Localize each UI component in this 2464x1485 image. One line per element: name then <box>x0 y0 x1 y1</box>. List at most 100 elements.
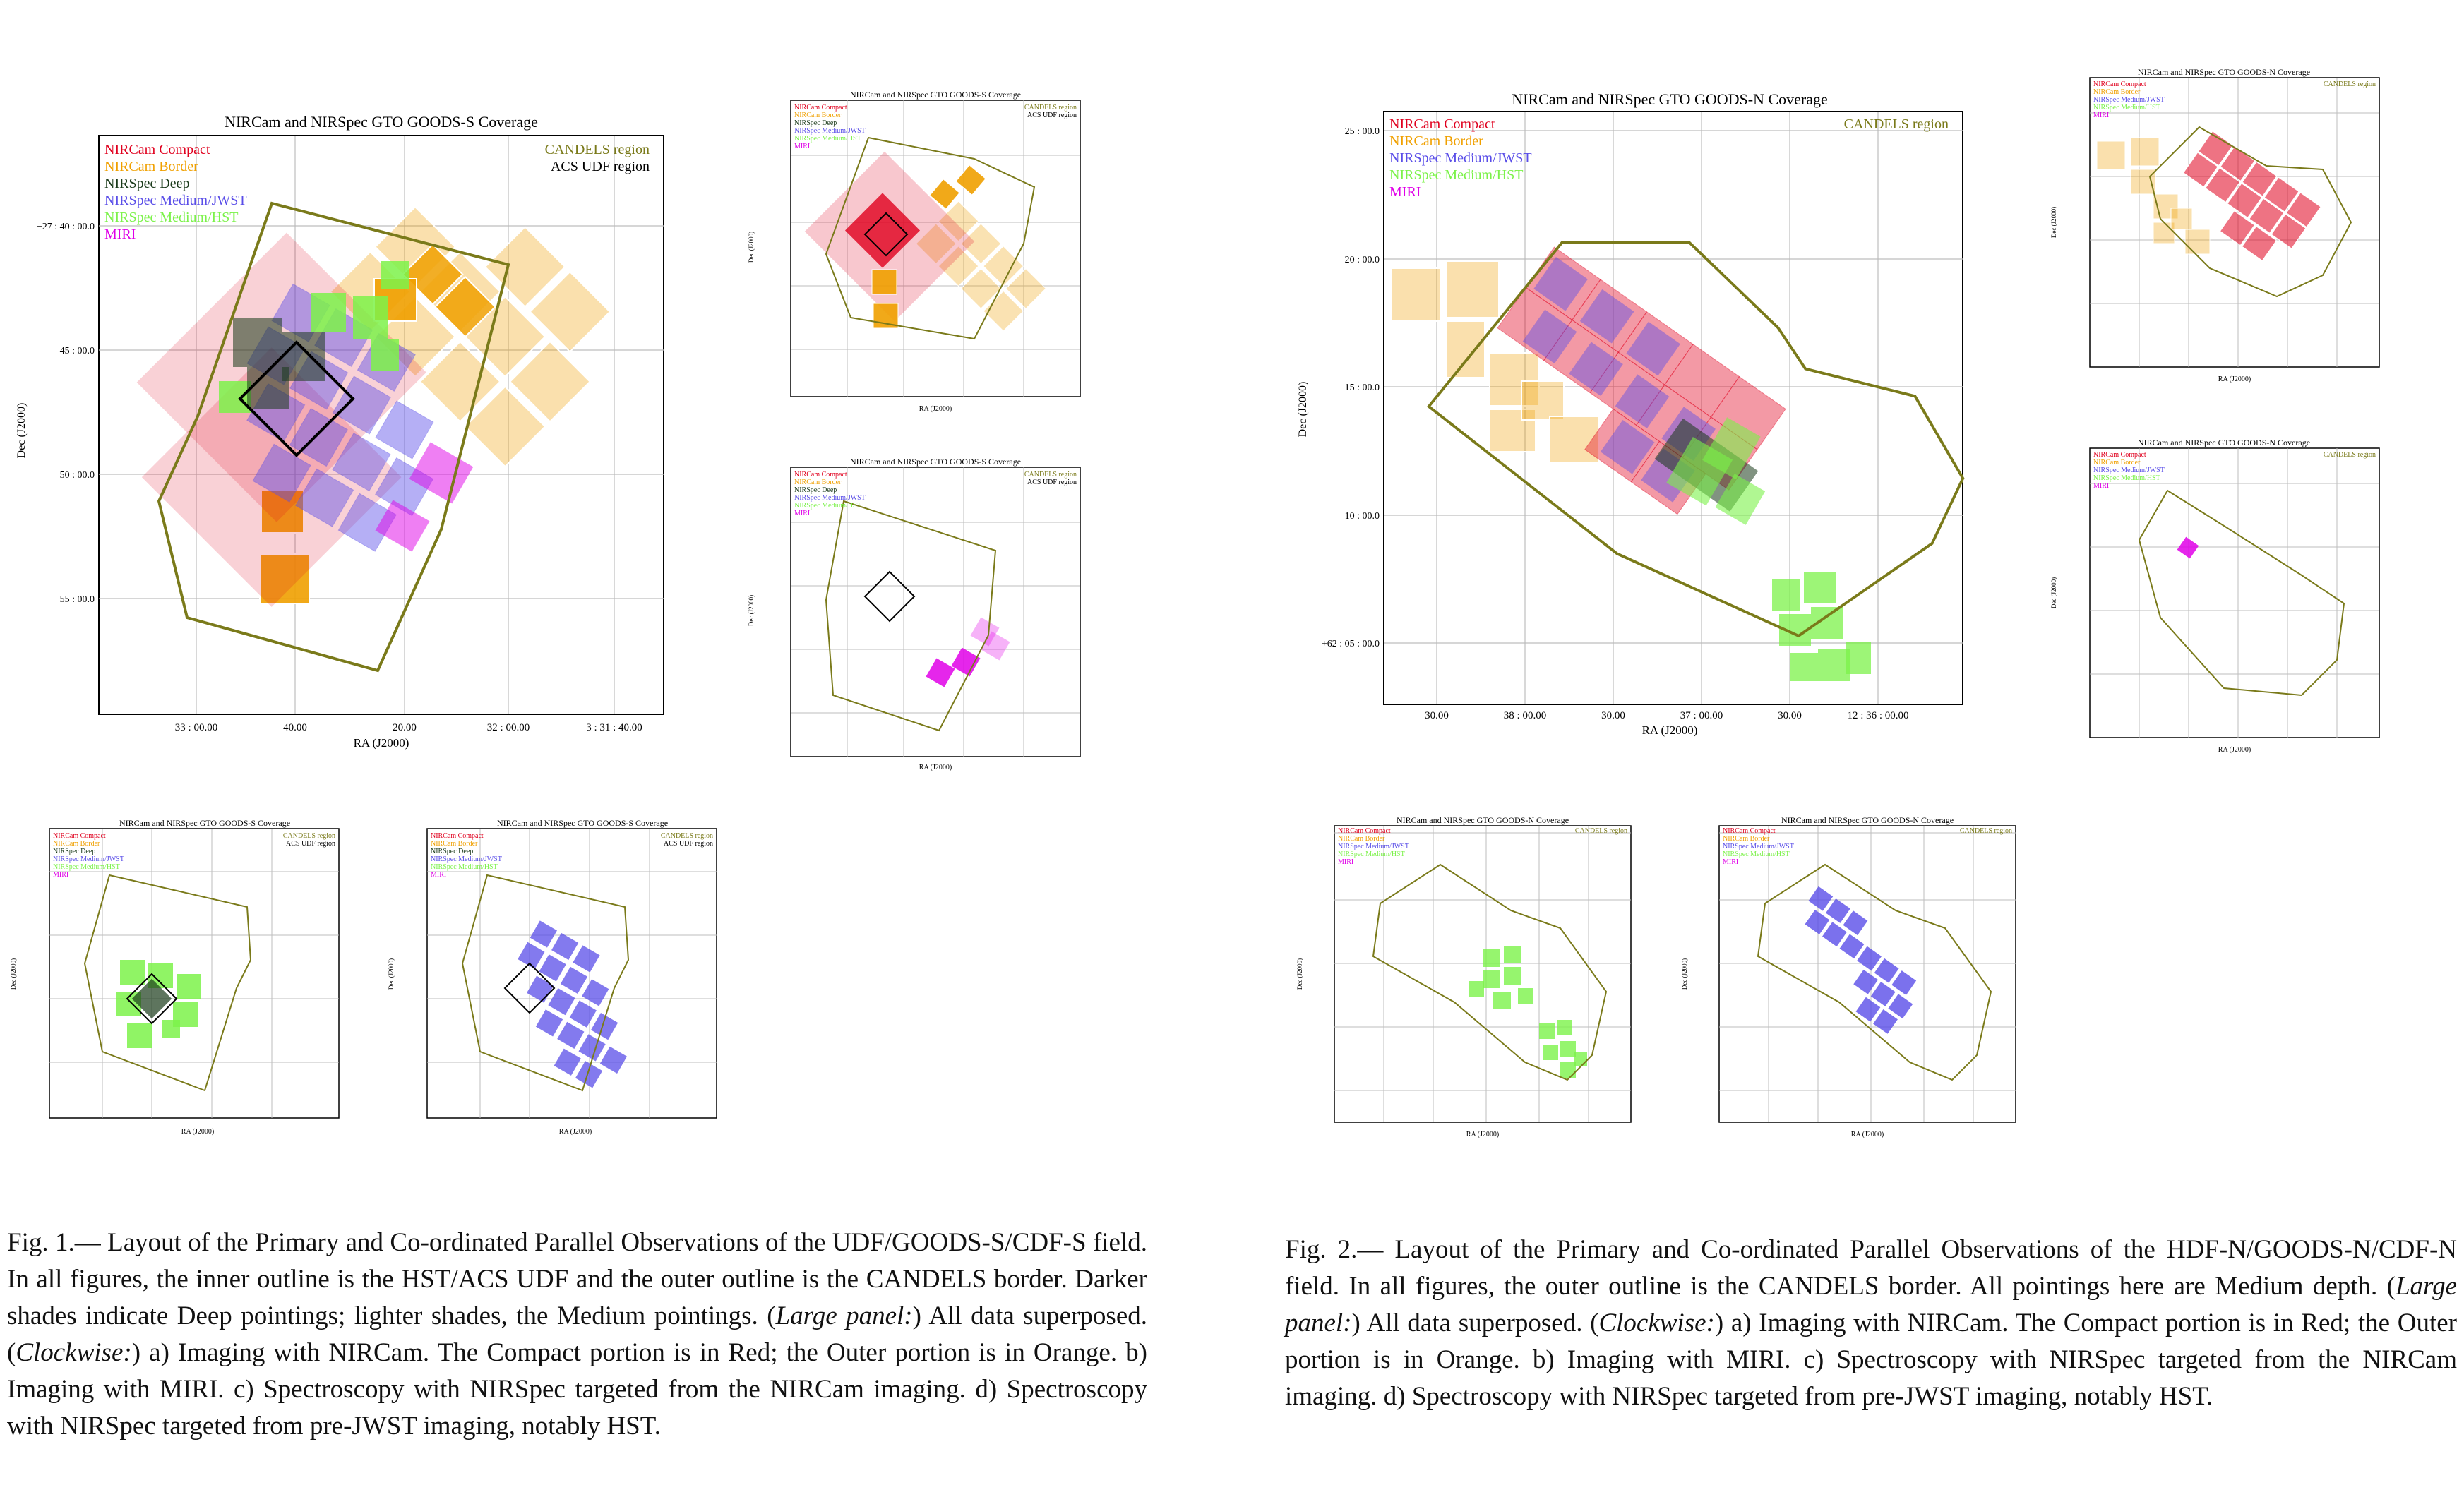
legend-item: NIRSpec Deep <box>53 848 95 855</box>
caption-emphasis: Clockwise: <box>1598 1309 1715 1337</box>
y-tick: 25 : 00.0 <box>1345 126 1380 137</box>
legend-item: CANDELS region <box>1960 827 2012 835</box>
legend-item: ACS UDF region <box>551 159 650 174</box>
figure-2-panel-a: NIRCam and NIRSpec GTO GOODS-N Coverage … <box>2050 67 2380 383</box>
panel-title: NIRCam and NIRSpec GTO GOODS-N Coverage <box>1512 90 1827 108</box>
legend-item: NIRSpec Deep <box>794 119 837 127</box>
legend-item: NIRCam Compact <box>104 142 210 157</box>
legend-item: NIRSpec Medium/JWST <box>794 127 866 135</box>
panel-title: NIRCam and NIRSpec GTO GOODS-S Coverage <box>119 818 290 828</box>
legend-item: NIRCam Compact <box>2093 80 2146 88</box>
legend-item: NIRCam Compact <box>431 832 484 840</box>
figure-1-main-panel: NIRCam and NIRSpec GTO GOODS-S Coverage … <box>16 113 664 750</box>
caption-text: Fig. 2.— Layout of the Primary and Co-or… <box>1285 1235 2457 1301</box>
legend-item: NIRSpec Medium/HST <box>1389 167 1523 183</box>
legend-item: CANDELS region <box>283 832 335 840</box>
legend-item: NIRSpec Medium/HST <box>431 863 498 871</box>
panel-title: NIRCam and NIRSpec GTO GOODS-S Coverage <box>225 113 538 131</box>
legend-item: NIRCam Compact <box>53 832 106 840</box>
x-axis-label: RA (J2000) <box>1642 723 1698 737</box>
legend-item: NIRSpec Medium/HST <box>794 502 861 510</box>
legend-item: NIRCam Border <box>1723 835 1770 843</box>
x-tick: 33 : 00.00 <box>175 722 217 733</box>
legend-item: ACS UDF region <box>664 840 713 848</box>
legend-item: NIRCam Compact <box>2093 451 2146 459</box>
legend-item: NIRSpec Medium/JWST <box>794 494 866 502</box>
candels-outline <box>157 201 510 673</box>
caption-text: Fig. 1.— Layout of the Primary and Co-or… <box>7 1228 1147 1330</box>
legend-item: NIRCam Border <box>2093 459 2141 467</box>
y-axis-label: Dec (J2000) <box>748 232 755 263</box>
legend-item: CANDELS region <box>1844 116 1949 132</box>
legend-item: NIRCam Border <box>104 159 198 174</box>
x-axis-label: RA (J2000) <box>354 736 409 750</box>
x-axis-label: RA (J2000) <box>919 405 952 413</box>
udf-outline <box>238 340 355 457</box>
legend-item: CANDELS region <box>545 142 650 157</box>
x-tick: 30.00 <box>1601 710 1625 721</box>
y-tick-labels: −27 : 40 : 00.0 45 : 00.0 50 : 00.0 55 :… <box>37 222 95 605</box>
legend-item: NIRSpec Medium/HST <box>1338 850 1405 858</box>
candels-outline <box>1426 241 1965 638</box>
x-tick: 40.00 <box>283 722 307 733</box>
x-tick: 38 : 00.00 <box>1504 710 1546 721</box>
y-axis-label: Dec (J2000) <box>1681 958 1688 990</box>
legend: NIRCam Compact NIRCam Border NIRSpec Dee… <box>104 142 650 242</box>
legend-item: MIRI <box>431 871 446 879</box>
caption-emphasis: Large panel: <box>1285 1272 2457 1337</box>
legend-item: NIRSpec Medium/HST <box>794 135 861 143</box>
legend-item: ACS UDF region <box>1027 479 1077 486</box>
legend-item: NIRSpec Medium/HST <box>53 863 120 871</box>
plot-frame <box>1718 825 2016 1123</box>
legend-item: MIRI <box>1723 858 1738 866</box>
legend-item: NIRCam Border <box>53 840 100 848</box>
legend-item: MIRI <box>1338 858 1353 866</box>
y-axis-label: Dec (J2000) <box>16 403 28 459</box>
y-axis-label: Dec (J2000) <box>748 595 755 626</box>
y-tick: 20 : 00.0 <box>1345 255 1380 265</box>
legend-item: ACS UDF region <box>1027 112 1077 119</box>
x-tick: 37 : 00.00 <box>1680 710 1723 721</box>
legend-item: MIRI <box>104 227 136 242</box>
legend-item: NIRCam Compact <box>1389 116 1495 132</box>
y-axis-label: Dec (J2000) <box>388 958 395 990</box>
legend-item: NIRSpec Medium/JWST <box>2093 467 2165 474</box>
caption-emphasis: Clockwise: <box>16 1338 132 1367</box>
legend-item: NIRSpec Deep <box>104 176 190 191</box>
figure-2-panel-b: NIRCam and NIRSpec GTO GOODS-N Coverage … <box>2050 438 2380 754</box>
x-axis-label: RA (J2000) <box>559 1128 592 1136</box>
x-tick: 12 : 36 : 00.00 <box>1847 710 1908 721</box>
plot-frame <box>2089 447 2380 738</box>
x-tick: 20.00 <box>393 722 417 733</box>
x-axis-label: RA (J2000) <box>181 1128 214 1136</box>
caption-text: ) All data superposed. ( <box>7 1301 1147 1367</box>
caption-text: ) a) Imaging with NIRCam. The Compact po… <box>1285 1309 2457 1411</box>
legend-item: NIRCam Border <box>431 840 478 848</box>
x-axis-label: RA (J2000) <box>2218 375 2251 383</box>
caption-text: ) All data superposed. ( <box>1351 1309 1599 1337</box>
x-axis-label: RA (J2000) <box>1851 1131 1884 1138</box>
legend-item: NIRSpec Medium/HST <box>2093 474 2160 482</box>
legend-item: NIRCam Compact <box>794 471 847 479</box>
legend-item: NIRSpec Medium/JWST <box>53 855 124 863</box>
legend-item: CANDELS region <box>2324 80 2376 88</box>
pointings <box>136 201 611 673</box>
legend-item: NIRSpec Medium/HST <box>104 210 238 225</box>
panel-title: NIRCam and NIRSpec GTO GOODS-S Coverage <box>497 818 668 828</box>
panel-title: NIRCam and NIRSpec GTO GOODS-S Coverage <box>850 90 1021 100</box>
panel-title: NIRCam and NIRSpec GTO GOODS-S Coverage <box>850 457 1021 467</box>
legend-item: CANDELS region <box>2324 451 2376 459</box>
x-axis-label: RA (J2000) <box>919 764 952 771</box>
y-axis-label: Dec (J2000) <box>2050 577 2057 608</box>
legend-item: NIRCam Border <box>794 479 842 486</box>
y-axis-label: Dec (J2000) <box>2050 207 2057 238</box>
figure-2-panel-c: NIRCam and NIRSpec GTO GOODS-N Coverage … <box>1681 815 2016 1138</box>
legend-item: NIRSpec Medium/HST <box>1723 850 1790 858</box>
y-axis-label: Dec (J2000) <box>1297 382 1309 438</box>
x-tick: 3 : 31 : 40.00 <box>586 722 642 733</box>
plot-frame <box>790 100 1081 397</box>
legend-item: MIRI <box>794 143 810 150</box>
legend-item: MIRI <box>2093 482 2109 490</box>
legend-item: NIRSpec Medium/JWST <box>2093 96 2165 104</box>
panel-title: NIRCam and NIRSpec GTO GOODS-N Coverage <box>2138 67 2310 77</box>
